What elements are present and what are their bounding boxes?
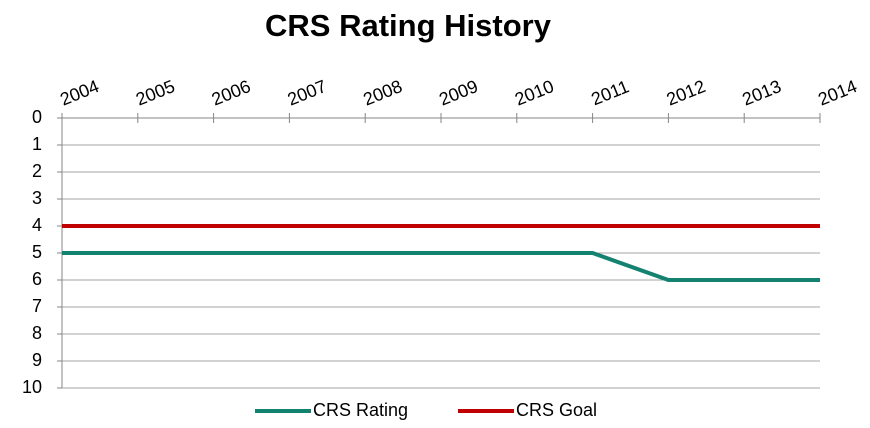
- y-tick-label: 2: [32, 161, 42, 181]
- series-line: [62, 251, 820, 282]
- x-tick-label: 2011: [588, 76, 631, 109]
- legend-label: CRS Rating: [313, 400, 408, 420]
- legend-label: CRS Goal: [516, 400, 597, 420]
- x-tick-label: 2010: [512, 76, 557, 110]
- y-tick-label: 4: [32, 215, 42, 235]
- y-tick-label: 1: [32, 134, 42, 154]
- x-tick-label: 2008: [360, 76, 405, 110]
- x-tick-label: 2012: [664, 76, 709, 110]
- y-tick-label: 6: [32, 269, 42, 289]
- y-tick-label: 0: [32, 107, 42, 127]
- x-tick-label: 2009: [436, 76, 481, 110]
- y-tick-label: 5: [32, 242, 42, 262]
- x-tick-label: 2006: [209, 76, 254, 110]
- x-tick-label: 2007: [285, 76, 330, 110]
- y-tick-label: 10: [22, 377, 42, 397]
- chart-title: CRS Rating History: [265, 8, 552, 43]
- x-tick-label: 2005: [133, 76, 178, 110]
- x-tick-label: 2014: [815, 76, 860, 110]
- y-tick-label: 8: [32, 323, 42, 343]
- y-tick-label: 7: [32, 296, 42, 316]
- x-tick-label: 2004: [57, 76, 102, 110]
- y-tick-label: 9: [32, 350, 42, 370]
- y-tick-label: 3: [32, 188, 42, 208]
- x-tick-label: 2013: [739, 76, 784, 110]
